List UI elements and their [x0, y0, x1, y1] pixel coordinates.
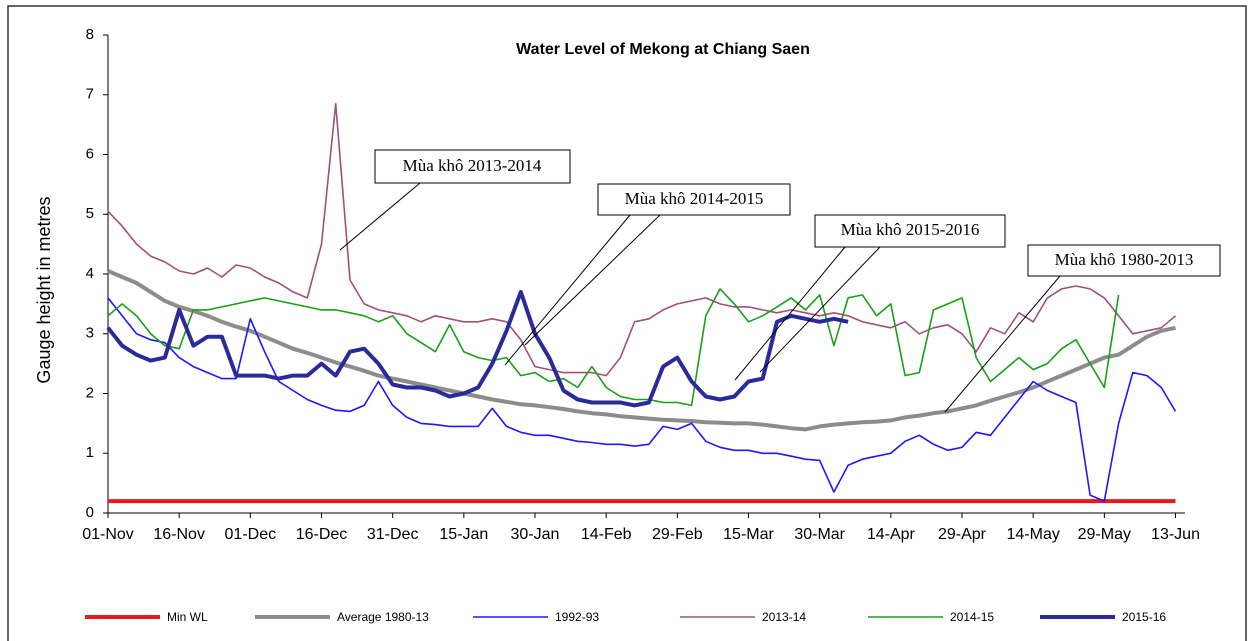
annotation-box: [597, 183, 791, 216]
frame: [7, 5, 1247, 641]
series-line: [107, 269, 1176, 432]
y-tick-label: 3: [86, 325, 94, 342]
x-tick-label: 16-Nov: [153, 526, 205, 543]
legend-label: 2014-15: [950, 610, 994, 624]
annotation-box: [814, 214, 1006, 248]
x-tick-label: 01-Dec: [225, 526, 277, 543]
leader-line: [759, 246, 881, 373]
annotations: Mùa khô 2013-2014 Mùa khô 2014-2015 Mùa …: [339, 149, 1221, 413]
annotation: Mùa khô 2015-2016: [841, 220, 980, 239]
leader-line: [339, 182, 421, 251]
leader-line: [524, 214, 661, 346]
y-tick-label: 2: [86, 384, 94, 401]
x-tick-label: 14-Apr: [867, 526, 916, 543]
x-tick-label: 29-Feb: [652, 526, 703, 543]
leader-line: [504, 214, 631, 366]
leader-line: [944, 275, 1061, 413]
legend-label: 2013-14: [762, 610, 806, 624]
series-line: [107, 102, 1177, 377]
x-tick-label: 30-Mar: [794, 526, 845, 543]
annotation-box: [374, 149, 571, 184]
leader-line: [734, 246, 846, 381]
chart-title: Water Level of Mekong at Chiang Saen: [516, 41, 810, 58]
plot: 0 1 2 3 4 5 6 7 8 01-Nov 16-Nov 01-Dec 16-Dec 31-Dec 1…: [82, 26, 1200, 543]
legend-label: 2015-16: [1122, 610, 1166, 624]
y-tick-label: 6: [86, 145, 94, 162]
x-tick-label: 30-Jan: [511, 526, 560, 543]
legend-label: Min WL: [167, 610, 208, 624]
x-tick-label: 29-Apr: [938, 526, 987, 543]
y-tick-label: 4: [86, 265, 94, 282]
annotation: Mùa khô 2014-2015: [625, 189, 764, 208]
y-tick-label: 7: [86, 86, 94, 103]
x-tick-label: 15-Mar: [723, 526, 774, 543]
y-tick-label: 8: [86, 26, 94, 43]
x-tick-label: 15-Jan: [439, 526, 488, 543]
y-axis-label: Gauge height in metres: [34, 196, 54, 383]
x-tick-label: 31-Dec: [367, 526, 419, 543]
annotation: Mùa khô 1980-2013: [1055, 250, 1194, 269]
legend-label: 1992-93: [555, 610, 599, 624]
series-line: [107, 297, 1177, 502]
x-tick-label: 16-Dec: [296, 526, 348, 543]
series-line: [107, 288, 1120, 407]
x-tick-label: 29-May: [1078, 526, 1131, 543]
y-tick-label: 1: [86, 444, 94, 461]
y-tick-label: 5: [86, 205, 94, 222]
legend-label: Average 1980-13: [337, 610, 429, 624]
series-line: [106, 289, 849, 408]
x-tick-label: 13-Jun: [1151, 526, 1200, 543]
x-tick-label: 14-May: [1006, 526, 1059, 543]
y-tick-label: 0: [86, 504, 94, 521]
x-tick-label: 14-Feb: [581, 526, 632, 543]
annotation: Mùa khô 2013-2014: [403, 156, 542, 175]
annotation-box: [1027, 244, 1221, 277]
x-tick-label: 01-Nov: [82, 526, 134, 543]
